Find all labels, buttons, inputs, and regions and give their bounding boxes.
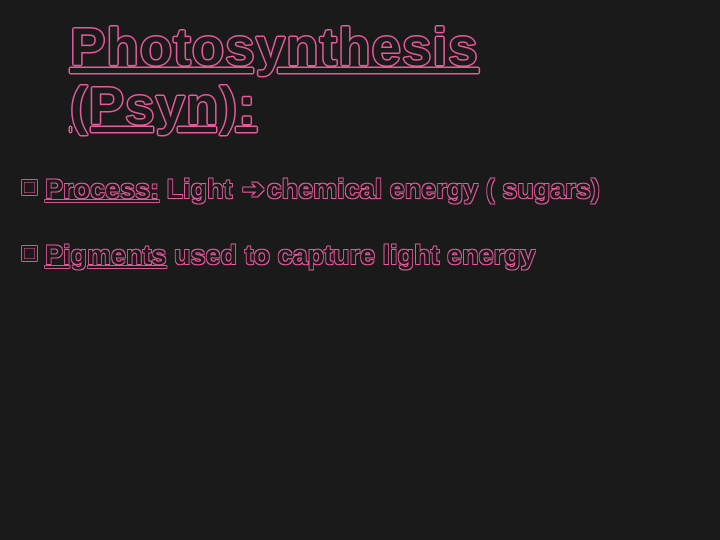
bullet-text: Pigments used to capture light energy (45, 239, 536, 271)
slide-title: Photosynthesis (Psyn): (70, 18, 700, 137)
bullet-post-arrow: chemical energy ( sugars) (267, 174, 600, 204)
slide: Photosynthesis (Psyn): Process: Light ➔c… (0, 0, 720, 540)
bullet-lead: Pigments (45, 240, 167, 270)
title-line-1: Photosynthesis (70, 18, 479, 77)
bullet-rest: used to capture light energy (167, 240, 536, 270)
bullet-pre-arrow: Light (159, 174, 240, 204)
square-bullet-icon (22, 180, 37, 195)
bullet-lead: Process: (45, 174, 159, 204)
title-line-2: (Psyn): (70, 77, 257, 136)
square-bullet-icon (22, 246, 37, 261)
bullet-item: Process: Light ➔chemical energy ( sugars… (22, 173, 700, 205)
bullet-list: Process: Light ➔chemical energy ( sugars… (22, 173, 700, 272)
bullet-item: Pigments used to capture light energy (22, 239, 700, 271)
bullet-text: Process: Light ➔chemical energy ( sugars… (45, 173, 600, 205)
arrow-icon: ➔ (240, 173, 267, 205)
